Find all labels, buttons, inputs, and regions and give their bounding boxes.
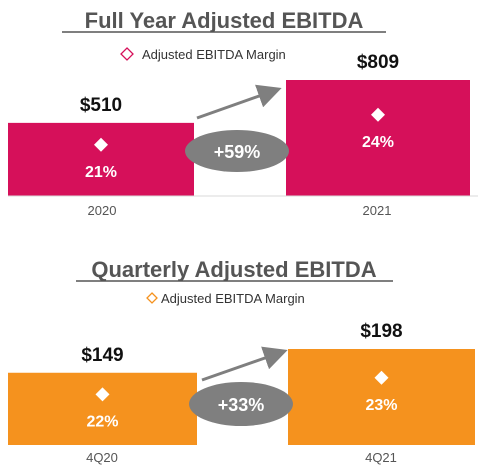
- quarterly-margin-diamond-icon-4q20: [95, 387, 110, 402]
- full-year-growth-badge: [185, 130, 289, 172]
- quarterly-margin-label-4q21: 23%: [365, 397, 397, 414]
- full-year-growth-label: +59%: [214, 142, 261, 162]
- full-year-bar-2021: [286, 80, 470, 196]
- full-year-tick-2021: 2021: [363, 203, 392, 218]
- full-year-margin-label-2021: 24%: [362, 134, 394, 151]
- full-year-title: Full Year Adjusted EBITDA: [85, 8, 364, 33]
- full-year-value-label-2020: $510: [80, 95, 122, 116]
- quarterly-growth-label: +33%: [218, 395, 265, 415]
- legend-diamond-icon: [146, 292, 158, 304]
- quarterly-value-label-4q21: $198: [360, 321, 402, 342]
- legend-diamond-icon: [120, 47, 134, 61]
- quarterly-legend-label: Adjusted EBITDA Margin: [161, 291, 305, 306]
- quarterly-legend: Adjusted EBITDA Margin: [146, 291, 305, 306]
- full-year-bars: $510 21% $809 24%: [8, 52, 470, 196]
- quarterly-tick-4q21: 4Q21: [365, 450, 397, 465]
- full-year-panel: Full Year Adjusted EBITDA Adjusted EBITD…: [8, 8, 478, 218]
- full-year-legend-label: Adjusted EBITDA Margin: [142, 47, 286, 62]
- quarterly-growth-badge: [189, 382, 293, 426]
- quarterly-value-label-4q20: $149: [81, 345, 123, 366]
- quarterly-panel: Quarterly Adjusted EBITDA Adjusted EBITD…: [8, 257, 475, 465]
- quarterly-margin-label-4q20: 22%: [86, 413, 118, 430]
- full-year-margin-label-2020: 21%: [85, 164, 117, 181]
- quarterly-margin-diamond-icon-4q21: [374, 370, 389, 385]
- full-year-value-label-2021: $809: [357, 52, 399, 73]
- full-year-margin-diamond-icon-2021: [371, 107, 385, 122]
- quarterly-bar-4q20: [8, 372, 197, 445]
- quarterly-title: Quarterly Adjusted EBITDA: [91, 257, 376, 282]
- full-year-legend: Adjusted EBITDA Margin: [120, 47, 286, 62]
- full-year-bar-2020: [8, 122, 194, 196]
- quarterly-arrow: [201, 346, 288, 382]
- full-year-arrow: [196, 84, 282, 120]
- quarterly-bars: $149 22% $198 23%: [8, 321, 475, 445]
- quarterly-tick-4q20: 4Q20: [86, 450, 118, 465]
- full-year-tick-2020: 2020: [88, 203, 117, 218]
- quarterly-bar-4q21: [288, 349, 475, 445]
- full-year-margin-diamond-icon-2020: [94, 137, 108, 152]
